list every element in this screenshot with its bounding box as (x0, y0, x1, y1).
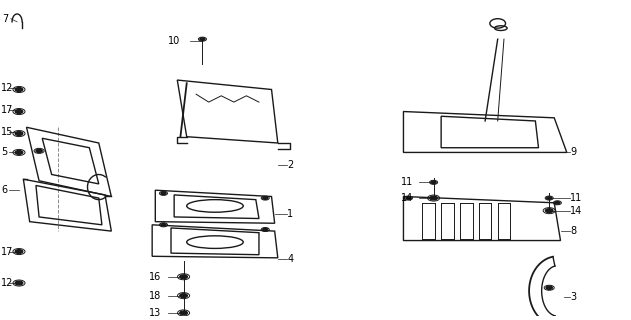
Text: 2: 2 (287, 160, 293, 170)
Circle shape (161, 224, 166, 226)
Text: 5: 5 (1, 148, 8, 157)
Circle shape (36, 149, 42, 152)
Circle shape (200, 38, 205, 40)
Circle shape (546, 286, 552, 289)
Text: 12: 12 (1, 278, 14, 288)
Text: 8: 8 (570, 226, 576, 236)
Text: 6: 6 (1, 185, 8, 195)
Text: 4: 4 (287, 254, 293, 264)
Text: 9: 9 (570, 148, 576, 157)
Text: 17: 17 (1, 105, 14, 115)
Circle shape (545, 209, 553, 212)
Circle shape (430, 196, 437, 200)
Text: 16: 16 (150, 272, 162, 282)
Text: 11: 11 (570, 193, 582, 203)
Circle shape (431, 181, 436, 184)
Text: 17: 17 (1, 247, 14, 257)
Text: 18: 18 (150, 291, 162, 300)
Text: 14: 14 (401, 193, 413, 203)
Circle shape (15, 88, 23, 92)
Text: 3: 3 (570, 292, 576, 302)
Circle shape (15, 132, 23, 135)
Circle shape (15, 150, 23, 154)
Text: 15: 15 (1, 127, 14, 137)
Text: 10: 10 (168, 36, 180, 46)
Circle shape (161, 192, 166, 195)
Circle shape (262, 228, 268, 231)
Circle shape (180, 311, 187, 315)
Circle shape (180, 275, 187, 279)
Circle shape (555, 202, 560, 204)
Text: 12: 12 (1, 83, 14, 93)
Text: 14: 14 (570, 206, 582, 216)
Circle shape (15, 281, 23, 285)
Circle shape (406, 197, 411, 199)
Text: 7: 7 (3, 14, 9, 24)
Text: 13: 13 (150, 308, 162, 318)
Circle shape (262, 197, 268, 199)
Circle shape (180, 294, 187, 298)
Circle shape (15, 250, 23, 253)
Text: 11: 11 (401, 177, 413, 187)
Circle shape (15, 110, 23, 113)
Text: 1: 1 (287, 209, 293, 219)
Circle shape (546, 197, 551, 199)
